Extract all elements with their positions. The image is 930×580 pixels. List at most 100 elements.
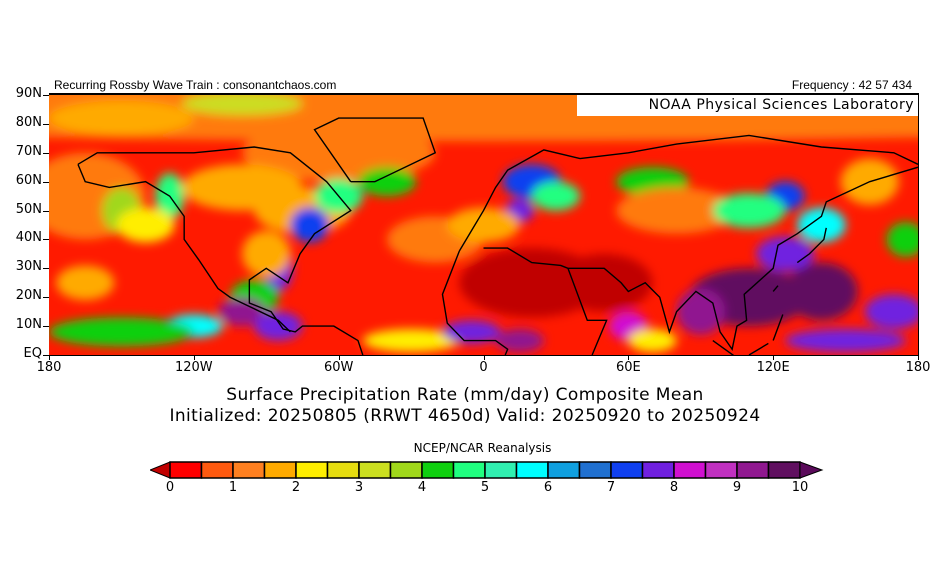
colorbar-label: 5 xyxy=(480,480,490,495)
colorbar-label: 2 xyxy=(291,480,301,495)
lat-label: 50N xyxy=(15,201,42,217)
colorbar-swatch xyxy=(578,461,612,479)
precip-region xyxy=(357,167,416,197)
colorbar-swatch xyxy=(610,461,644,479)
header-frequency: Frequency : 42 57 434 xyxy=(791,78,912,92)
lon-tick xyxy=(193,355,195,360)
coastline xyxy=(483,247,569,269)
map-title: Surface Precipitation Rate (mm/day) Comp… xyxy=(226,385,704,405)
lat-tick xyxy=(43,210,49,212)
lat-tick xyxy=(43,181,49,183)
colorbar-label: 0 xyxy=(165,480,175,495)
colorbar-label: 1 xyxy=(228,480,238,495)
coastline xyxy=(441,250,509,355)
precip-region xyxy=(181,95,303,116)
precip-region xyxy=(886,222,918,257)
precip-region xyxy=(712,193,786,228)
precip-region xyxy=(254,311,303,341)
lat-label: 30N xyxy=(15,259,42,275)
header-rule xyxy=(49,93,919,95)
colorbar-swatch xyxy=(767,461,801,479)
coastline xyxy=(748,342,769,355)
colorbar-swatch xyxy=(200,461,234,479)
lat-label: EQ xyxy=(23,346,42,361)
coastline xyxy=(772,285,779,292)
precip-region xyxy=(864,294,918,329)
lat-label: 20N xyxy=(15,288,42,304)
colorbar-swatch xyxy=(484,461,518,479)
colorbar-swatch xyxy=(452,461,486,479)
colorbar-swatch xyxy=(641,461,675,479)
coastline xyxy=(772,314,784,341)
precip-region xyxy=(531,181,581,211)
coastline xyxy=(567,268,608,355)
precip-region xyxy=(616,187,737,234)
lat-label: 10N xyxy=(15,317,42,333)
lat-label: 80N xyxy=(15,114,42,130)
precip-region xyxy=(116,207,175,243)
colorbar-label: 6 xyxy=(543,480,553,495)
colorbar-swatch xyxy=(736,461,770,479)
data-source-label: NCEP/NCAR Reanalysis xyxy=(413,441,552,455)
colorbar-swatch xyxy=(263,461,297,479)
header-left-text: Recurring Rossby Wave Train : consonantc… xyxy=(54,78,337,92)
coastline xyxy=(77,146,364,355)
colorbar-swatch xyxy=(421,461,455,479)
precip-region xyxy=(797,207,846,243)
coastline xyxy=(313,117,437,183)
coastline xyxy=(796,227,827,264)
colorbar-swatch xyxy=(673,461,707,479)
lon-tick xyxy=(918,355,919,360)
precip-region xyxy=(756,236,815,272)
colorbar-swatch xyxy=(515,461,549,479)
colorbar-swatch xyxy=(232,461,266,479)
lon-label: 0 xyxy=(479,360,488,375)
lon-label: 120W xyxy=(174,360,213,375)
lat-tick xyxy=(43,152,49,154)
lat-tick xyxy=(43,297,49,299)
colorbar-swatch xyxy=(358,461,392,479)
precip-region xyxy=(242,230,291,277)
lat-tick xyxy=(43,268,49,270)
lon-tick xyxy=(483,355,485,360)
lon-label: 60E xyxy=(615,360,641,375)
colorbar-label: 7 xyxy=(606,480,616,495)
precip-region xyxy=(628,329,677,353)
precipitation-map xyxy=(49,95,919,356)
lat-label: 90N xyxy=(15,86,42,101)
precip-region xyxy=(49,317,194,347)
precip-region xyxy=(49,100,194,136)
colorbar xyxy=(150,461,824,479)
colorbar-swatch xyxy=(295,461,329,479)
lon-tick xyxy=(338,355,340,360)
precip-region xyxy=(495,329,544,353)
lat-tick xyxy=(43,95,49,96)
noaa-label: NOAA Physical Sciences Laboratory xyxy=(577,95,918,116)
map-subtitle: Initialized: 20250805 (RRWT 4650d) Valid… xyxy=(169,406,761,426)
lat-label: 60N xyxy=(15,172,42,188)
colorbar-over-arrow xyxy=(799,461,824,479)
precip-region xyxy=(442,320,501,344)
precip-region xyxy=(785,329,906,353)
colorbar-swatch xyxy=(389,461,423,479)
precip-region xyxy=(676,288,725,335)
lon-tick xyxy=(49,355,50,360)
precip-region xyxy=(290,207,330,243)
coastline xyxy=(458,134,918,252)
precip-region xyxy=(447,207,520,243)
lat-tick xyxy=(43,326,49,328)
coastline xyxy=(77,164,291,333)
lat-label: 40N xyxy=(15,230,42,246)
lon-label: 180 xyxy=(36,360,62,375)
coastline xyxy=(567,166,918,351)
colorbar-label: 4 xyxy=(417,480,427,495)
lat-label: 70N xyxy=(15,143,42,159)
precip-region xyxy=(555,253,653,312)
lon-label: 180 xyxy=(905,360,930,375)
lon-tick xyxy=(628,355,630,360)
colorbar-label: 3 xyxy=(354,480,364,495)
lat-tick xyxy=(43,355,49,356)
colorbar-swatch xyxy=(547,461,581,479)
colorbar-label: 10 xyxy=(791,480,809,495)
